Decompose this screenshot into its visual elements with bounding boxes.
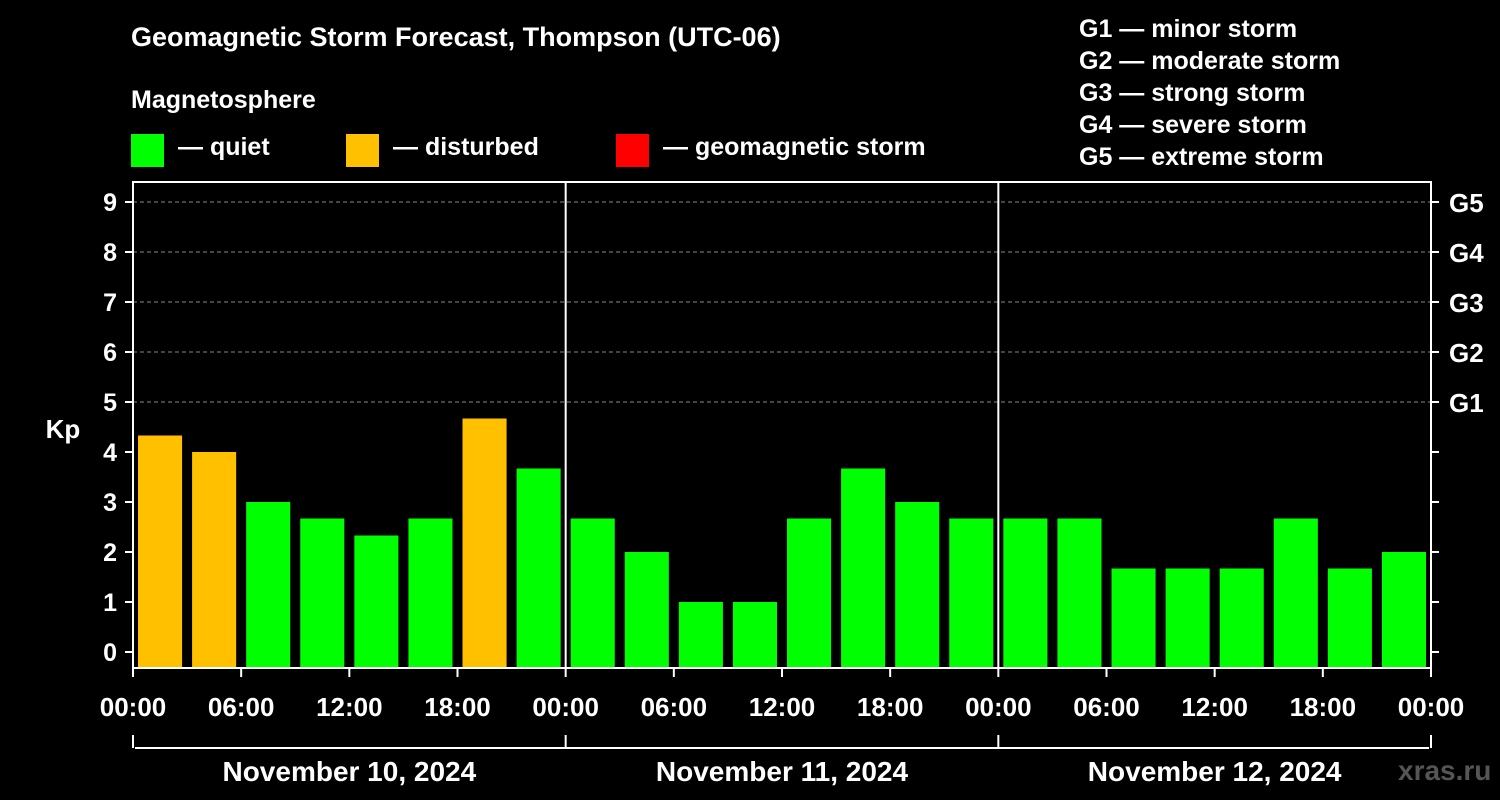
- y-tick-label: 8: [103, 239, 117, 267]
- x-tick-label: 18:00: [857, 692, 924, 722]
- x-tick-label: 00:00: [1398, 692, 1465, 722]
- y-tick-label: 0: [103, 639, 117, 667]
- legend-label-storm: — geomagnetic storm: [663, 133, 926, 161]
- x-tick-label: 00:00: [965, 692, 1032, 722]
- kp-bar: [1003, 518, 1048, 668]
- x-tick-label: 06:00: [641, 692, 708, 722]
- g-level-label: G3: [1449, 288, 1484, 318]
- x-tick-label: 06:00: [208, 692, 275, 722]
- kp-bar: [1057, 518, 1102, 668]
- legend-swatch-quiet: [131, 134, 164, 167]
- x-tick-label: 06:00: [1073, 692, 1140, 722]
- x-tick-label: 12:00: [1181, 692, 1248, 722]
- kp-bar: [895, 502, 940, 668]
- kp-bar: [1273, 518, 1318, 668]
- g-scale-g5: G5 — extreme storm: [1079, 143, 1324, 171]
- watermark: xras.ru: [1398, 755, 1492, 786]
- legend-heading: Magnetosphere: [131, 86, 316, 114]
- y-tick-label: 1: [103, 589, 117, 617]
- day-label: November 10, 2024: [222, 756, 476, 787]
- kp-bar: [1327, 568, 1372, 668]
- x-tick-label: 00:00: [100, 692, 167, 722]
- kp-bar: [462, 418, 507, 668]
- g-level-label: G1: [1449, 388, 1484, 418]
- x-tick-label: 12:00: [749, 692, 816, 722]
- y-tick-label: 3: [103, 489, 117, 517]
- g-scale-g3: G3 — strong storm: [1079, 79, 1306, 107]
- y-tick-label: 2: [103, 539, 117, 567]
- legend-swatch-disturbed: [346, 134, 379, 167]
- y-tick-label: 4: [103, 439, 117, 467]
- kp-bar: [1219, 568, 1264, 668]
- legend-label-quiet: — quiet: [178, 133, 270, 161]
- g-scale-g1: G1 — minor storm: [1079, 15, 1298, 43]
- kp-bar: [1381, 552, 1426, 668]
- g-level-label: G4: [1449, 238, 1484, 268]
- kp-bar: [787, 518, 832, 668]
- y-tick-label: 5: [103, 389, 117, 417]
- kp-bar: [408, 518, 453, 668]
- kp-bar: [354, 535, 399, 668]
- day-label: November 11, 2024: [656, 756, 909, 787]
- kp-bar: [138, 435, 183, 668]
- kp-bar: [624, 552, 669, 668]
- legend-label-disturbed: — disturbed: [393, 133, 539, 161]
- chart-title: Geomagnetic Storm Forecast, Thompson (UT…: [131, 22, 781, 52]
- kp-bar: [300, 518, 345, 668]
- kp-bar: [1111, 568, 1156, 668]
- day-label: November 12, 2024: [1088, 756, 1342, 787]
- y-tick-label: 9: [103, 189, 117, 217]
- kp-bar: [1165, 568, 1210, 668]
- x-tick-label: 12:00: [316, 692, 383, 722]
- x-tick-label: 00:00: [532, 692, 599, 722]
- legend-swatch-storm: [616, 134, 649, 167]
- kp-bar: [570, 518, 615, 668]
- kp-bar: [732, 602, 777, 668]
- kp-bar: [246, 502, 291, 668]
- kp-bar: [192, 452, 237, 668]
- kp-bar: [516, 468, 561, 668]
- x-tick-label: 18:00: [1290, 692, 1357, 722]
- g-level-label: G5: [1449, 188, 1484, 218]
- g-level-label: G2: [1449, 338, 1484, 368]
- g-scale-g4: G4 — severe storm: [1079, 111, 1307, 139]
- y-axis-label: Kp: [46, 414, 81, 444]
- kp-bar: [678, 602, 723, 668]
- g-scale-g2: G2 — moderate storm: [1079, 47, 1341, 75]
- x-tick-label: 18:00: [424, 692, 491, 722]
- y-tick-label: 7: [103, 289, 117, 317]
- y-tick-label: 6: [103, 339, 117, 367]
- kp-bar: [841, 468, 886, 668]
- kp-bar: [949, 518, 994, 668]
